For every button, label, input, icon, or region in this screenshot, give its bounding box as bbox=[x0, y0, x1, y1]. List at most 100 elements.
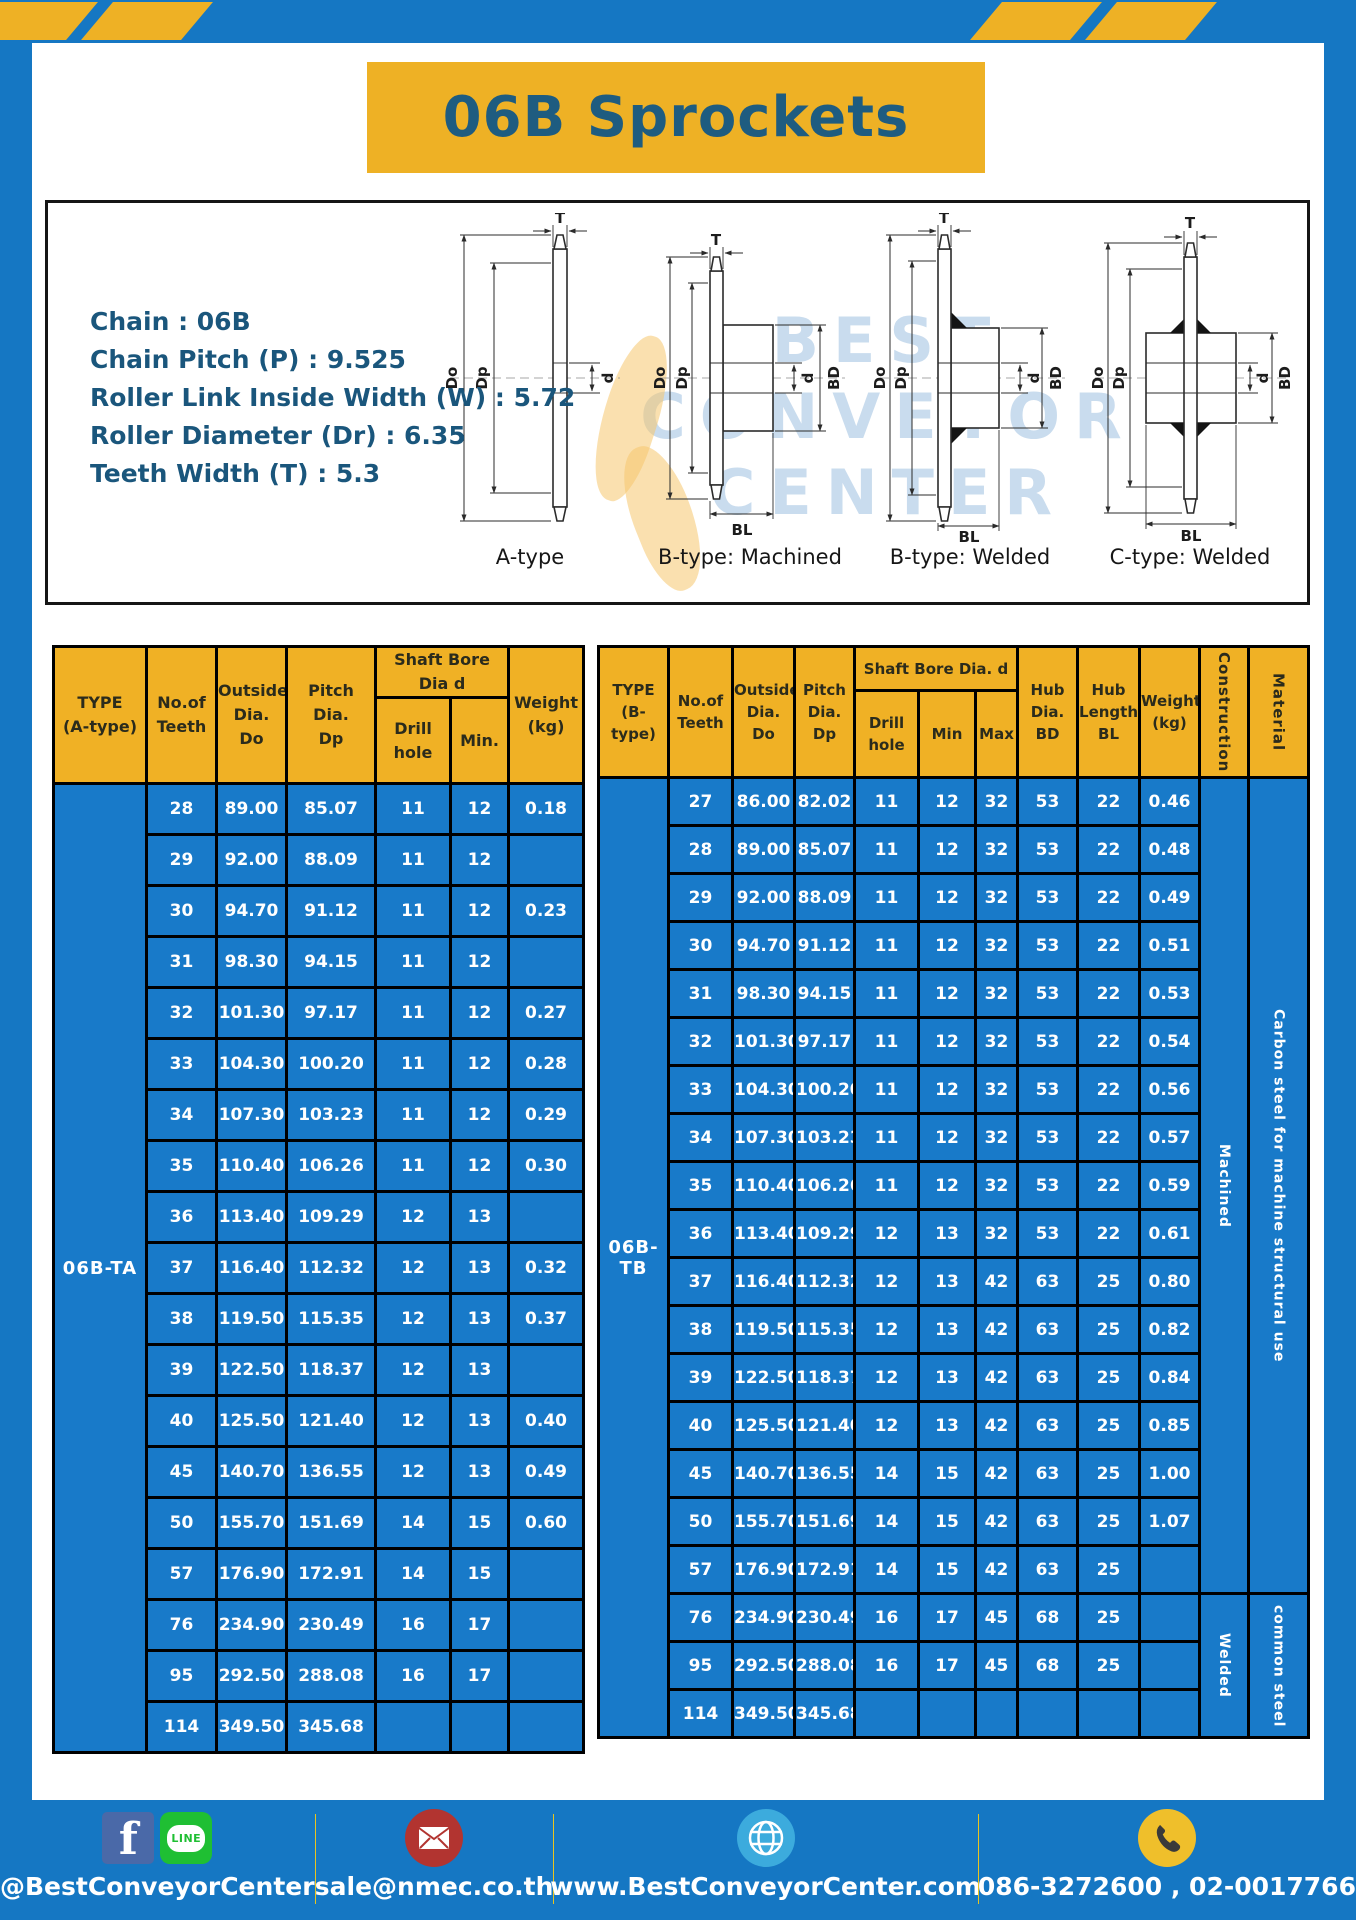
table-cell: 0.61 bbox=[1138, 1208, 1202, 1260]
page-title: 06B Sprockets bbox=[442, 85, 910, 150]
table-cell: 16 bbox=[374, 1649, 452, 1703]
phone-numbers[interactable]: 086-3272600 , 02-0017766 bbox=[977, 1872, 1356, 1901]
spec-line: Roller Link Inside Width (W) : 5.72 bbox=[90, 383, 576, 412]
table-cell bbox=[507, 1649, 586, 1703]
table-cell: 37 bbox=[667, 1256, 734, 1308]
svg-text:T: T bbox=[939, 213, 950, 227]
table-cell: 0.30 bbox=[507, 1139, 586, 1193]
footer-social[interactable]: f LINE @BestConveyorCenter bbox=[0, 1800, 315, 1920]
table-cell: 15 bbox=[917, 1448, 977, 1500]
table-cell: 12 bbox=[448, 986, 511, 1040]
table-cell: 16 bbox=[853, 1592, 920, 1644]
table-cell: 0.40 bbox=[507, 1394, 586, 1448]
table-cell: 42 bbox=[973, 1352, 1020, 1404]
table-cell: 63 bbox=[1016, 1448, 1080, 1500]
svg-text:Do: Do bbox=[651, 367, 669, 390]
table-cell: 103.23 bbox=[285, 1088, 377, 1142]
table-cell: 0.51 bbox=[1138, 920, 1202, 972]
diagram-b-type-welded: T Do Dp d BD BL bbox=[860, 213, 1080, 599]
table-cell: 0.27 bbox=[507, 986, 586, 1040]
table-cell: 234.90 bbox=[731, 1592, 796, 1644]
table-cell: 13 bbox=[448, 1241, 511, 1295]
line-icon[interactable]: LINE bbox=[160, 1812, 213, 1864]
table-cell: 12 bbox=[374, 1343, 452, 1397]
table-cell: 92.00 bbox=[215, 833, 288, 887]
svg-text:d: d bbox=[1025, 373, 1043, 384]
table-cell: 349.50 bbox=[215, 1700, 288, 1754]
table-cell: 88.09 bbox=[793, 872, 856, 924]
table-cell: 25 bbox=[1076, 1304, 1142, 1356]
table-cell: 45 bbox=[973, 1592, 1020, 1644]
col-header-teeth: No.of Teeth bbox=[667, 644, 734, 780]
table-cell: 110.40 bbox=[215, 1139, 288, 1193]
table-row: 06B-TB 27 86.00 82.02 11 12 32 53 22 0.46 Machined… bbox=[597, 776, 1311, 1740]
phone-icon[interactable] bbox=[1137, 1809, 1196, 1867]
table-cell: 115.35 bbox=[285, 1292, 377, 1346]
corner-stripe bbox=[1085, 2, 1217, 40]
table-b-type: TYPE (B-type) No.of Teeth Outside Dia. D… bbox=[597, 644, 1311, 1740]
svg-text:BL: BL bbox=[1181, 527, 1202, 543]
table-cell: 12 bbox=[917, 824, 977, 876]
diagram-caption: B-type: Machined bbox=[658, 545, 842, 569]
table-cell: 12 bbox=[917, 920, 977, 972]
svg-text:Dp: Dp bbox=[892, 366, 910, 389]
table-cell: 1.07 bbox=[1138, 1496, 1202, 1548]
table-cell: 45 bbox=[973, 1640, 1020, 1692]
email-icon[interactable] bbox=[405, 1809, 464, 1867]
footer-phone[interactable]: 086-3272600 , 02-0017766 bbox=[978, 1800, 1356, 1920]
table-cell: 45 bbox=[667, 1448, 734, 1500]
website-url[interactable]: www.BestConveyorCenter.com bbox=[550, 1872, 981, 1901]
col-header-hub-dia: Hub Dia. BD bbox=[1016, 644, 1080, 780]
table-cell: 25 bbox=[1076, 1448, 1142, 1500]
table-cell: 230.49 bbox=[793, 1592, 856, 1644]
table-cell: 89.00 bbox=[215, 782, 288, 836]
table-cell: 12 bbox=[448, 1139, 511, 1193]
table-cell: 0.84 bbox=[1138, 1352, 1202, 1404]
footer-website[interactable]: www.BestConveyorCenter.com bbox=[550, 1800, 981, 1920]
globe-icon[interactable] bbox=[736, 1809, 795, 1867]
email-address[interactable]: sale@nmec.co.th bbox=[314, 1872, 554, 1901]
social-handle[interactable]: @BestConveyorCenter bbox=[0, 1872, 315, 1901]
table-cell: 25 bbox=[1076, 1256, 1142, 1308]
table-cell: 32 bbox=[973, 968, 1020, 1020]
spec-line: Chain Pitch (P) : 9.525 bbox=[90, 345, 406, 374]
svg-text:Do: Do bbox=[443, 367, 461, 390]
table-cell: 95 bbox=[145, 1649, 218, 1703]
table-cell: 176.90 bbox=[731, 1544, 796, 1596]
table-cell: 107.30 bbox=[731, 1112, 796, 1164]
table-cell: 11 bbox=[853, 1016, 920, 1068]
table-cell: 28 bbox=[145, 782, 218, 836]
table-cell: 32 bbox=[973, 1160, 1020, 1212]
table-cell: 76 bbox=[145, 1598, 218, 1652]
corner-stripe bbox=[0, 2, 98, 40]
header-row: TYPE (B-type) No.of Teeth Outside Dia. D… bbox=[597, 644, 1311, 780]
table-cell: 53 bbox=[1016, 1112, 1080, 1164]
table-cell: 92.00 bbox=[731, 872, 796, 924]
table-cell: 25 bbox=[1076, 1352, 1142, 1404]
table-cell: 292.50 bbox=[215, 1649, 288, 1703]
table-cell: 113.40 bbox=[215, 1190, 288, 1244]
table-row: 95 292.50 288.08 16 17 bbox=[54, 1649, 586, 1703]
footer-email[interactable]: sale@nmec.co.th bbox=[314, 1800, 554, 1920]
table-cell: 116.40 bbox=[215, 1241, 288, 1295]
table-cell: 17 bbox=[917, 1640, 977, 1692]
table-cell: 91.12 bbox=[793, 920, 856, 972]
table-cell: 12 bbox=[448, 833, 511, 887]
span-cell: Carbon steel for machine structural use bbox=[1247, 776, 1311, 1596]
col-header-min: Min. bbox=[448, 696, 511, 785]
svg-text:BD: BD bbox=[825, 366, 843, 390]
facebook-icon[interactable]: f bbox=[102, 1812, 155, 1864]
table-cell: 13 bbox=[917, 1208, 977, 1260]
table-cell: 122.50 bbox=[215, 1343, 288, 1397]
table-cell: 53 bbox=[1016, 1016, 1080, 1068]
table-cell: 11 bbox=[853, 1064, 920, 1116]
table-cell: 15 bbox=[448, 1496, 511, 1550]
table-cell: 32 bbox=[973, 1208, 1020, 1260]
table-cell: 11 bbox=[374, 884, 452, 938]
table-cell: 53 bbox=[1016, 824, 1080, 876]
table-cell: 230.49 bbox=[285, 1598, 377, 1652]
table-row: 34 107.30 103.23 11 12 0.29 bbox=[54, 1088, 586, 1142]
diagram-caption: A-type bbox=[495, 545, 565, 569]
